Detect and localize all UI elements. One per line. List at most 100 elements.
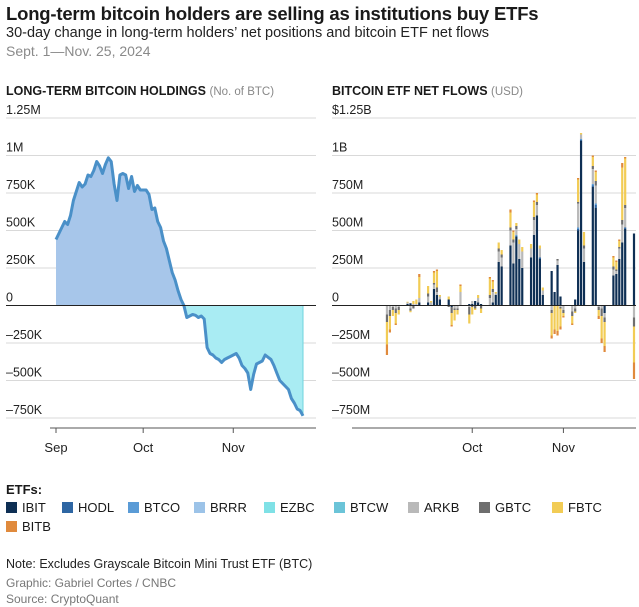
flow-bar-ibit xyxy=(468,304,471,306)
flow-bar-arkb xyxy=(515,229,518,235)
flow-bar-ibit xyxy=(427,302,430,306)
flow-bar-gbtc xyxy=(512,239,515,243)
flow-bar-arkb xyxy=(512,242,515,264)
flow-bar-ibit xyxy=(497,262,500,306)
left-y-tick-label: –500K xyxy=(6,366,43,380)
flow-bar-bitb xyxy=(603,346,606,352)
right-y-tick-label: 250M xyxy=(332,253,363,267)
flow-bar-arkb xyxy=(538,248,541,258)
flow-bar-ibit xyxy=(532,235,536,306)
flow-bar-gbtc xyxy=(535,202,539,205)
flow-bar-gbtc xyxy=(632,317,636,327)
flow-bar-fbtc xyxy=(385,322,389,345)
flow-bar-fbtc xyxy=(456,310,459,315)
flow-bar-ibit xyxy=(591,187,594,306)
flow-bar-arkb xyxy=(494,293,497,295)
graphic-credit: Graphic: Gabriel Cortes / CNBC xyxy=(6,576,177,590)
flow-bar-gbtc xyxy=(479,305,483,309)
flow-bar-ibit xyxy=(603,305,606,313)
flow-bar-fbtc xyxy=(597,310,600,316)
flow-bar-fbtc xyxy=(559,308,562,327)
flow-bar-fbtc xyxy=(541,287,544,291)
flow-bar-arkb xyxy=(385,305,389,315)
flow-bar-ibit xyxy=(550,271,553,306)
flow-bar-arkb xyxy=(556,260,559,265)
flow-bar-gbtc xyxy=(597,307,600,310)
flow-bar-arkb xyxy=(535,205,539,216)
flow-bar-bitb xyxy=(591,155,594,157)
flow-bar-fbtc xyxy=(477,295,480,298)
flow-bar-gbtc xyxy=(621,220,624,225)
flow-bar-gbtc xyxy=(388,310,391,316)
right-y-tick-label: –750M xyxy=(332,403,370,417)
flow-bar-bitb xyxy=(491,280,494,282)
flow-bar-ibit xyxy=(618,259,621,306)
left-panel-title: LONG-TERM BITCOIN HOLDINGS (No. of BTC) xyxy=(6,84,274,98)
flow-bar-ibit xyxy=(541,295,544,306)
flow-bar-bitb xyxy=(559,326,562,330)
flow-bar-gbtc xyxy=(435,287,439,292)
flow-bar-hodl xyxy=(577,229,580,231)
flow-bar-fbtc xyxy=(562,313,565,316)
legend-swatch xyxy=(408,502,419,513)
legend-item-hodl: HODL xyxy=(62,500,114,515)
flow-bar-gbtc xyxy=(594,181,597,186)
flow-bar-gbtc xyxy=(550,310,553,313)
holdings-positive-area xyxy=(56,157,303,306)
flow-bar-arkb xyxy=(562,305,565,310)
left-y-tick-label: –750K xyxy=(6,403,43,417)
flow-bar-gbtc xyxy=(432,283,436,285)
legend-item-gbtc: GBTC xyxy=(479,500,531,515)
left-y-tick-label: 500K xyxy=(6,216,36,230)
flow-bar-fbtc xyxy=(529,244,533,249)
flow-bar-arkb xyxy=(491,292,494,303)
flow-bar-fbtc xyxy=(468,314,471,324)
flow-bar-gbtc xyxy=(468,307,471,315)
flow-bar-bitb xyxy=(550,335,553,339)
flow-bar-fbtc xyxy=(603,322,606,346)
flow-bar-ibit xyxy=(559,296,562,306)
flow-bar-arkb xyxy=(388,305,391,310)
flow-bar-fbtc xyxy=(409,310,412,313)
flow-bar-gbtc xyxy=(591,166,594,169)
footnote: Note: Excludes Grayscale Bitcoin Mini Tr… xyxy=(6,557,313,571)
flow-bar-gbtc xyxy=(488,295,491,298)
flow-bar-arkb xyxy=(429,302,433,306)
legend-swatch xyxy=(6,521,17,532)
flow-bar-ibit xyxy=(621,242,624,306)
flow-bar-arkb xyxy=(412,304,415,306)
flow-bar-gbtc xyxy=(394,308,397,313)
flow-bar-arkb xyxy=(432,284,436,289)
flow-bar-gbtc xyxy=(385,314,389,322)
flow-bar-arkb xyxy=(497,251,500,262)
flow-bar-gbtc xyxy=(500,254,503,258)
left-y-tick-label: –250K xyxy=(6,328,43,342)
flow-bar-arkb xyxy=(488,298,491,306)
flow-bar-arkb xyxy=(468,305,471,307)
right-y-tick-label: 750M xyxy=(332,178,363,192)
flow-bar-ibit xyxy=(529,257,533,306)
flow-bar-gbtc xyxy=(471,305,474,307)
flow-bar-arkb xyxy=(477,298,480,303)
flow-bar-fbtc xyxy=(397,310,400,315)
right-y-tick-label: –500M xyxy=(332,366,370,380)
flow-bar-arkb xyxy=(509,230,512,246)
flow-bar-gbtc xyxy=(582,245,586,249)
right-y-tick-label: 0 xyxy=(332,291,339,305)
legend-swatch xyxy=(479,502,490,513)
legend-item-ezbc: EZBC xyxy=(264,500,315,515)
flow-bar-bitb xyxy=(556,331,559,336)
date-range: Sept. 1—Nov. 25, 2024 xyxy=(6,43,151,59)
flow-bar-fbtc xyxy=(553,305,556,330)
flow-bar-arkb xyxy=(391,305,394,307)
flow-bar-fbtc xyxy=(406,301,409,303)
flow-bar-arkb xyxy=(600,305,603,309)
flow-bar-arkb xyxy=(415,304,418,306)
flow-bar-ibit xyxy=(574,299,577,306)
flow-bar-ibit xyxy=(494,295,497,306)
flow-bar-gbtc xyxy=(562,310,565,313)
flow-bar-ibit xyxy=(500,266,503,306)
flow-bar-fbtc xyxy=(512,232,515,240)
flow-bar-fbtc xyxy=(453,310,456,321)
flow-bar-gbtc xyxy=(447,305,450,307)
